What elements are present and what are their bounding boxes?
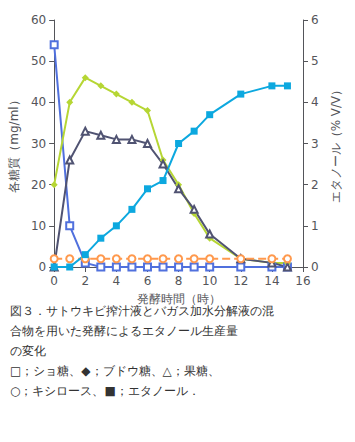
svg-text:14: 14	[264, 274, 279, 288]
svg-text:50: 50	[31, 54, 46, 68]
svg-text:3: 3	[311, 137, 319, 151]
svg-text:1: 1	[311, 219, 319, 233]
svg-text:0: 0	[311, 260, 319, 274]
svg-text:エタノール（% V/V）: エタノール（% V/V）	[329, 84, 343, 204]
svg-text:の変化: の変化	[10, 344, 46, 358]
svg-text:16: 16	[295, 274, 310, 288]
svg-text:12: 12	[233, 274, 248, 288]
svg-text:40: 40	[31, 95, 46, 109]
svg-text:5: 5	[311, 54, 319, 68]
svg-text:60: 60	[31, 13, 46, 27]
svg-text:2: 2	[81, 274, 89, 288]
svg-text:合物を用いた発酵によるエタノール生産量: 合物を用いた発酵によるエタノール生産量	[10, 324, 238, 338]
svg-text:6: 6	[311, 13, 319, 27]
svg-text:10: 10	[31, 219, 46, 233]
svg-text:6: 6	[144, 274, 152, 288]
svg-text:4: 4	[311, 95, 319, 109]
svg-text:○；キシロース、■；エタノール．: ○；キシロース、■；エタノール．	[10, 384, 200, 398]
svg-text:発酵時間（時）: 発酵時間（時）	[137, 292, 221, 306]
svg-text:0: 0	[50, 274, 58, 288]
svg-text:2: 2	[311, 178, 319, 192]
svg-text:□；ショ糖、◆；ブドウ糖、△；果糖、: □；ショ糖、◆；ブドウ糖、△；果糖、	[10, 364, 220, 378]
svg-text:30: 30	[31, 137, 46, 151]
svg-text:各糖質（mg/ml）: 各糖質（mg/ml）	[7, 94, 21, 192]
svg-text:8: 8	[175, 274, 183, 288]
svg-text:図３．サトウキビ搾汁液とバガス加水分解液の混: 図３．サトウキビ搾汁液とバガス加水分解液の混	[10, 304, 274, 318]
svg-text:0: 0	[39, 260, 47, 274]
svg-text:4: 4	[113, 274, 121, 288]
svg-text:20: 20	[31, 178, 46, 192]
svg-text:10: 10	[202, 274, 217, 288]
